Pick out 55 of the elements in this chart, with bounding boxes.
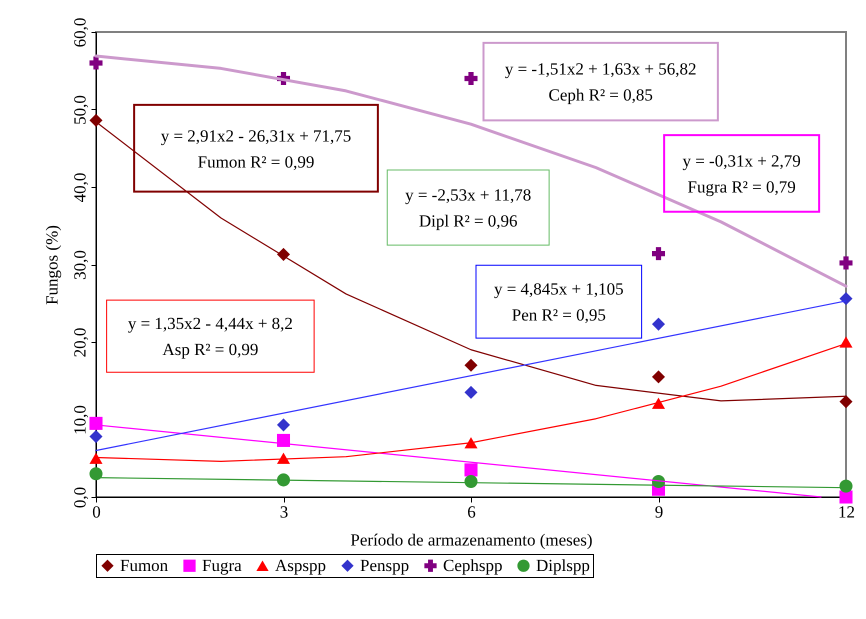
y-tick-label: 50,0 xyxy=(70,95,90,125)
point xyxy=(276,452,290,464)
point xyxy=(652,370,666,384)
x-tick-label: 3 xyxy=(280,502,288,522)
legend-label: Diplspp xyxy=(536,556,590,575)
legend-label: Aspspp xyxy=(275,556,326,575)
y-tick-label: 20,0 xyxy=(70,328,90,358)
point xyxy=(276,418,290,432)
legend-label: Cephspp xyxy=(443,556,502,575)
y-tick-label: 10,0 xyxy=(70,405,90,435)
annotation: Fumon R² = 0,99 xyxy=(198,152,314,172)
annotation: Fugra R² = 0,79 xyxy=(688,177,796,196)
y-tick-label: 0,0 xyxy=(70,486,90,508)
legend-label: Fumon xyxy=(120,556,169,575)
point xyxy=(464,386,478,399)
point xyxy=(652,247,666,260)
annotation: Ceph R² = 0,85 xyxy=(548,86,653,105)
point xyxy=(652,318,666,331)
point xyxy=(464,72,478,86)
point xyxy=(464,358,478,372)
annotation: y = -1,51x2 + 1,63x + 56,82 xyxy=(504,60,697,79)
annotation: Dipl R² = 0,96 xyxy=(418,212,518,231)
point xyxy=(89,416,103,430)
point xyxy=(89,56,103,70)
y-axis-title: Fungos (%) xyxy=(42,225,62,305)
annotation: y = 4,845x + 1,105 xyxy=(494,280,624,299)
annotation: Pen R² = 0,95 xyxy=(512,306,606,325)
annotation: y = -0,31x + 2,79 xyxy=(682,151,801,170)
point xyxy=(839,256,853,270)
y-tick-label: 60,0 xyxy=(70,18,90,48)
x-tick-label: 9 xyxy=(654,502,664,522)
legend-label: Fugra xyxy=(202,556,242,575)
annotation: y = 1,35x2 - 4,44x + 8,2 xyxy=(128,314,293,334)
annotation: Asp R² = 0,99 xyxy=(162,340,258,360)
annotation: y = -2,53x + 11,78 xyxy=(405,186,532,205)
y-tick-label: 30,0 xyxy=(70,250,90,280)
x-tick-label: 0 xyxy=(92,502,101,522)
point xyxy=(839,480,853,493)
point xyxy=(652,398,666,409)
x-tick-label: 12 xyxy=(838,502,855,522)
point xyxy=(276,434,290,447)
x-axis-title: Período de armazenamento (meses) xyxy=(350,530,593,550)
point xyxy=(89,452,103,464)
point xyxy=(89,467,103,480)
legend-label: Penspp xyxy=(360,556,410,575)
point xyxy=(464,437,478,448)
annotation: y = 2,91x2 - 26,31x + 71,75 xyxy=(160,126,352,146)
point xyxy=(839,292,853,306)
x-tick-label: 6 xyxy=(467,502,476,522)
point xyxy=(89,114,103,127)
point xyxy=(839,395,853,408)
point xyxy=(839,490,853,504)
point xyxy=(89,430,103,444)
point xyxy=(464,463,478,476)
y-tick-label: 40,0 xyxy=(70,172,90,202)
